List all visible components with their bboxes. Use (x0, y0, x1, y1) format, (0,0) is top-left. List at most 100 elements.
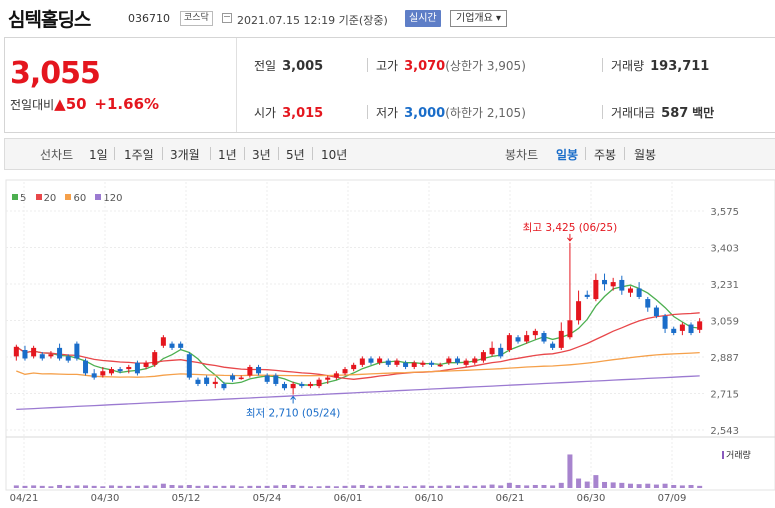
candle-body (671, 328, 677, 334)
candle-body (463, 360, 469, 365)
volume-bar (679, 485, 685, 488)
candle-body (152, 352, 158, 365)
volume-bar (195, 485, 201, 488)
volume-bar (204, 485, 210, 488)
candle-body (619, 279, 625, 291)
volume-bar (576, 478, 582, 488)
candle-body (264, 375, 270, 382)
volume-bar (247, 485, 253, 488)
volume-bar (610, 482, 616, 488)
candle-body (22, 349, 28, 359)
volume-bar (290, 484, 296, 488)
x-tick-label: 06/21 (496, 493, 525, 504)
volume-bars (13, 454, 703, 488)
volume-bar (48, 486, 54, 488)
candle-body (186, 354, 192, 378)
realtime-button[interactable]: 실시간 (405, 10, 441, 27)
volume-bar (671, 484, 677, 488)
volume-bar (83, 485, 89, 488)
candle-body (13, 346, 19, 357)
candle-body (299, 383, 305, 387)
volume-bar (394, 485, 400, 488)
divider (114, 147, 115, 160)
calendar-icon (222, 13, 232, 23)
volume-bar (13, 485, 19, 488)
volume-bar (160, 483, 166, 488)
period-1w[interactable]: 1주일 (124, 148, 154, 162)
candle-body (342, 369, 348, 374)
prev-close: 전일 3,005 (254, 59, 324, 74)
legend-swatch-5 (12, 194, 18, 200)
low-annotation: 최저 2,710 (05/24) (246, 408, 341, 420)
volume-bar (342, 485, 348, 488)
up-arrow-icon: ▲ (54, 95, 66, 113)
divider (210, 147, 211, 160)
candle-body (39, 354, 45, 359)
candles (13, 242, 703, 395)
volume-bar (307, 486, 313, 488)
candle-body (333, 373, 339, 378)
volume-bar (463, 485, 469, 488)
candle-body (480, 352, 486, 361)
candle-weekly[interactable]: 주봉 (594, 148, 617, 162)
candle-body (273, 375, 279, 384)
candle-body (541, 333, 547, 342)
candle-body (411, 362, 417, 367)
divider (244, 147, 245, 160)
period-3m[interactable]: 3개월 (170, 148, 200, 162)
volume-bar (550, 485, 556, 488)
volume-bar (567, 454, 573, 488)
candle-body (117, 369, 123, 372)
volume-bar (662, 483, 668, 488)
period-1y[interactable]: 1년 (218, 148, 237, 162)
divider (278, 147, 279, 160)
volume-bar (281, 484, 287, 488)
legend-swatch-20 (35, 194, 42, 200)
volume-bar (152, 485, 158, 488)
candle-body (134, 362, 140, 374)
volume-bar (108, 485, 114, 488)
candle-body (31, 347, 37, 357)
ma-line-120 (16, 375, 700, 411)
volume-bar (558, 482, 564, 488)
candle-body (195, 379, 201, 384)
day-open: 시가 3,015 (254, 106, 324, 121)
candle-daily[interactable]: 일봉 (556, 148, 579, 162)
ma-line-20 (15, 312, 700, 380)
period-5y[interactable]: 5년 (286, 148, 305, 162)
stock-name: 심텍홀딩스 (8, 9, 91, 31)
period-1d[interactable]: 1일 (89, 148, 108, 162)
volume-bar (65, 485, 71, 488)
candle-body (558, 330, 564, 348)
volume-bar (230, 485, 236, 488)
market-badge: 코스닥 (180, 11, 213, 26)
down-arrow-icon (567, 233, 573, 242)
period-10y[interactable]: 10년 (321, 148, 348, 162)
candle-body (316, 379, 322, 387)
volume-bar (359, 484, 365, 488)
candle-body (584, 294, 590, 297)
volume-bar (238, 486, 244, 488)
candle-monthly[interactable]: 월봉 (634, 148, 657, 162)
legend-swatch-120 (95, 194, 102, 200)
period-3y[interactable]: 3년 (252, 148, 271, 162)
volume-bar (627, 483, 633, 488)
candle-body (403, 362, 409, 367)
candle-body (688, 324, 694, 334)
volume-bar (420, 485, 426, 488)
volume-bar (524, 485, 530, 488)
company-info-dropdown[interactable]: 기업개요 ▾ (450, 10, 507, 27)
candle-body (454, 358, 460, 363)
candle-body (48, 354, 54, 357)
candle-body (83, 360, 89, 374)
price-change: 전일대비▲50 +1.66% (10, 95, 159, 113)
candle-body (679, 324, 685, 331)
chart-grid (5, 179, 775, 491)
volume-bar (446, 485, 452, 488)
y-tick-label: 3,059 (710, 317, 739, 328)
candle-body (230, 375, 236, 380)
axis-labels: 3,575 3,403 3,231 3,059 2,887 2,715 2,543 04/21… (10, 207, 739, 504)
candle-body (238, 377, 244, 380)
x-tick-label: 07/09 (658, 493, 687, 504)
